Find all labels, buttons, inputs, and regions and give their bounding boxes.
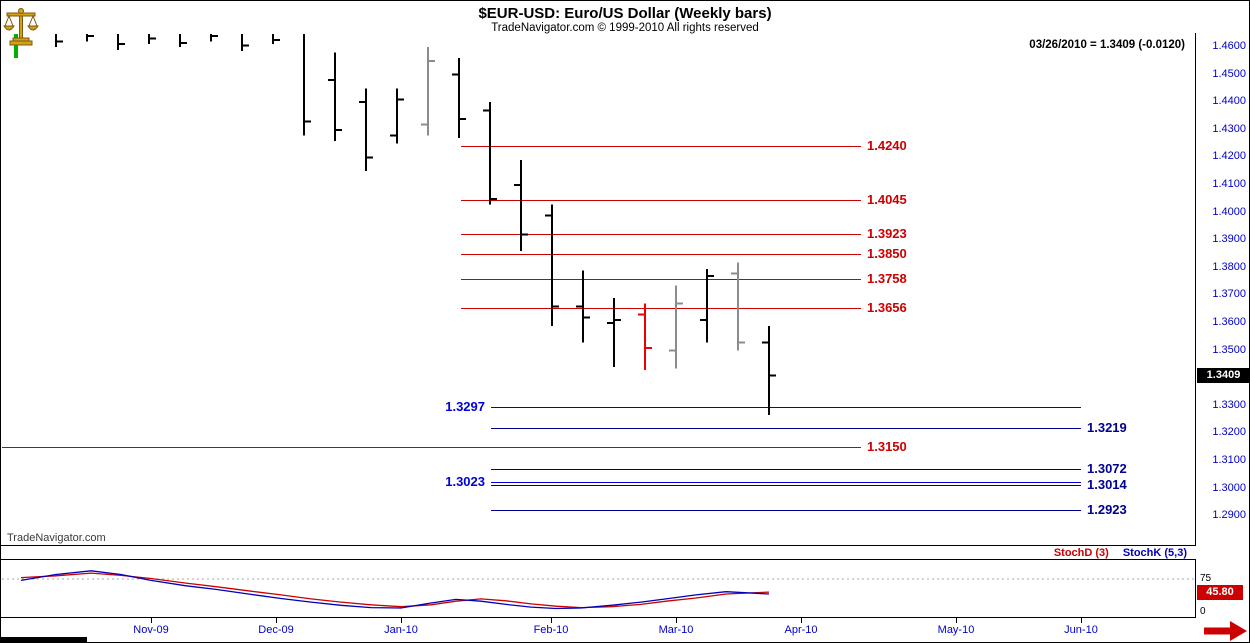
month-tick	[956, 618, 957, 623]
scales-logo-icon	[3, 8, 39, 46]
price-axis-tick: 1.4400	[1212, 95, 1246, 108]
price-pane[interactable]	[1, 33, 1196, 546]
last-price-badge: 1.3409	[1197, 368, 1249, 384]
price-axis-tick: 1.4600	[1212, 40, 1246, 52]
price-axis-tick: 1.2900	[1212, 509, 1246, 522]
price-axis-tick: 1.4500	[1212, 67, 1246, 80]
price-axis-tick: 1.3900	[1212, 233, 1246, 246]
copyright-text: TradeNavigator.com © 1999-2010 All right…	[491, 22, 759, 34]
stochk-legend-label[interactable]: StochK (5,3)	[1122, 547, 1187, 559]
month-tick	[1081, 618, 1082, 623]
month-label: Nov-09	[133, 624, 169, 636]
watermark: TradeNavigator.com	[7, 532, 106, 544]
month-tick	[801, 618, 802, 623]
stoch-scale-75: 75	[1200, 573, 1212, 584]
month-label: Dec-09	[258, 624, 294, 636]
month-tick	[151, 618, 152, 623]
price-axis-tick: 1.3300	[1212, 398, 1246, 411]
date-axis: Nov-09 Dec-09 Jan-10 Feb-10 Mar-10 Apr-10 May-…	[1, 618, 1249, 642]
month-label: Mar-10	[658, 624, 694, 636]
price-axis-tick: 1.4300	[1212, 122, 1246, 135]
price-axis-tick: 1.3600	[1212, 316, 1246, 328]
page-title: $EUR-USD: Euro/US Dollar (Weekly bars)	[478, 5, 772, 22]
month-tick	[676, 618, 677, 623]
stochastic-pane[interactable]	[1, 559, 1196, 618]
month-label: Jan-10	[384, 624, 418, 636]
month-label: May-10	[937, 624, 975, 636]
month-label: Jun-10	[1064, 624, 1098, 636]
month-label: Feb-10	[533, 624, 569, 636]
price-axis-tick: 1.3200	[1212, 426, 1246, 439]
month-tick	[401, 618, 402, 623]
stochd-legend-label[interactable]: StochD (3)	[1053, 547, 1109, 559]
price-axis-tick: 1.3700	[1212, 288, 1246, 301]
stoch-scale-0: 0	[1200, 606, 1206, 617]
price-axis-tick: 1.3000	[1212, 481, 1246, 494]
price-axis-tick: 1.4100	[1212, 178, 1246, 190]
month-label: Apr-10	[784, 624, 818, 636]
stoch-legend: StochD (3) StochK (5,3)	[1054, 547, 1187, 559]
price-axis-tick: 1.4000	[1212, 205, 1246, 218]
month-tick	[551, 618, 552, 623]
last-quote-readout: 03/26/2010 = 1.3409 (-0.0120)	[1029, 39, 1185, 51]
month-tick	[276, 618, 277, 623]
price-axis-tick: 1.3800	[1212, 260, 1246, 273]
price-axis-tick: 1.4200	[1212, 150, 1246, 163]
scroll-right-arrow-button[interactable]	[1204, 621, 1248, 641]
price-axis-tick: 1.3100	[1212, 454, 1246, 466]
price-axis-tick: 1.3500	[1212, 343, 1246, 356]
stoch-value-badge: 45.80	[1197, 584, 1243, 600]
green-marker-bar	[14, 34, 18, 58]
scrollbar-thumb[interactable]	[1, 637, 87, 642]
